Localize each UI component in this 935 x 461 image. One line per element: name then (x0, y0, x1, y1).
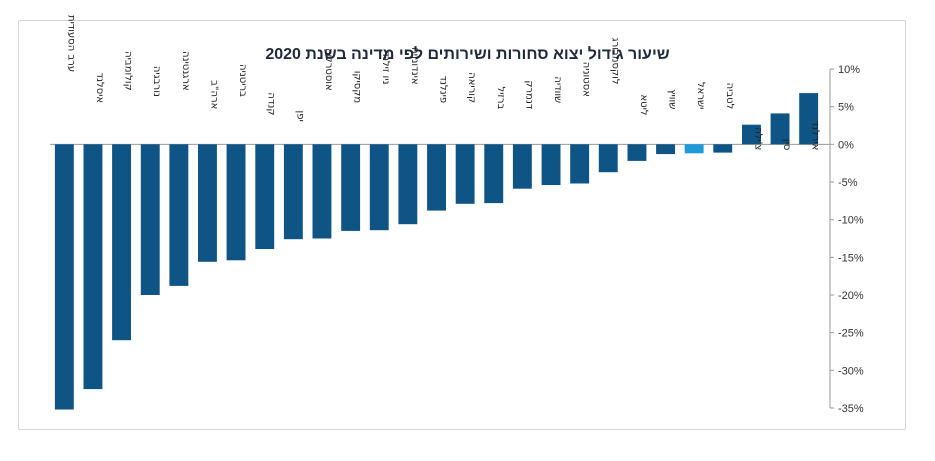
category-label: שוודיה (552, 76, 563, 103)
bar (742, 124, 761, 145)
category-label: ערב הסעודית (65, 15, 76, 72)
category-label: איסלנד (94, 73, 105, 104)
y-tick-label: -10% (838, 215, 864, 227)
bar (169, 144, 189, 286)
bar (570, 144, 590, 184)
category-label: קנדה (266, 92, 277, 115)
category-label: ארה"ב (208, 80, 219, 109)
y-tick-label: -20% (838, 290, 864, 302)
bar (140, 144, 160, 295)
category-label: דנמרק (523, 80, 534, 110)
category-label: צ'ילה (752, 127, 763, 150)
category-label: סין (781, 139, 792, 150)
category-label: ארגנטינה (180, 51, 191, 91)
bar (283, 144, 303, 240)
bar (684, 144, 704, 154)
bar (427, 144, 446, 211)
category-label: אוסטרליה (323, 48, 334, 90)
y-tick-label: -35% (838, 403, 864, 415)
category-label: נורבגיה (151, 66, 162, 97)
bar (312, 144, 332, 239)
bar (255, 144, 275, 249)
bar (484, 144, 504, 204)
bar (713, 144, 733, 153)
category-label: ישראל (695, 82, 706, 109)
category-label: יפן (294, 111, 305, 122)
category-label: ברזיל (495, 87, 506, 110)
chart-frame (18, 20, 906, 430)
category-label: אירלנד (810, 121, 821, 151)
y-tick-label: -25% (838, 328, 864, 340)
bar (598, 144, 618, 173)
category-label: קוריאה (466, 72, 477, 103)
category-label: מקסיקו (352, 71, 363, 103)
bar (198, 144, 217, 262)
bar (54, 144, 74, 410)
bar (541, 144, 561, 185)
bar (656, 144, 675, 155)
bar (512, 144, 532, 189)
category-label: לוקסמבורג (609, 37, 620, 84)
category-label: לטביה (724, 83, 735, 110)
bar (226, 144, 246, 261)
y-tick-label: 0% (838, 139, 854, 151)
category-label: ליטא (638, 94, 649, 115)
bar (83, 144, 103, 390)
y-tick-label: -30% (838, 365, 864, 377)
category-label: פינלנד (438, 75, 449, 103)
y-tick-label: -15% (838, 252, 864, 264)
category-label: שוויץ (667, 89, 678, 109)
bar (341, 144, 361, 231)
bar (799, 93, 819, 145)
bar (398, 144, 418, 225)
category-label: אינדונזיה (409, 47, 420, 84)
y-tick-label: 5% (838, 102, 854, 114)
category-label: אסטוניה (581, 62, 592, 97)
y-tick-label: -5% (838, 177, 858, 189)
category-label: קולומביה (123, 51, 134, 91)
chart-title: שיעור גידול יצוא סחורות ושירותים לפי מדי… (265, 46, 670, 63)
bar (455, 144, 475, 204)
category-label: בריטניה (237, 64, 248, 97)
y-tick-label: 10% (838, 64, 860, 76)
bar (369, 144, 389, 231)
bar (770, 113, 790, 145)
bar (627, 144, 647, 161)
category-label: ניו זילנד (380, 52, 391, 85)
bar (112, 144, 131, 341)
